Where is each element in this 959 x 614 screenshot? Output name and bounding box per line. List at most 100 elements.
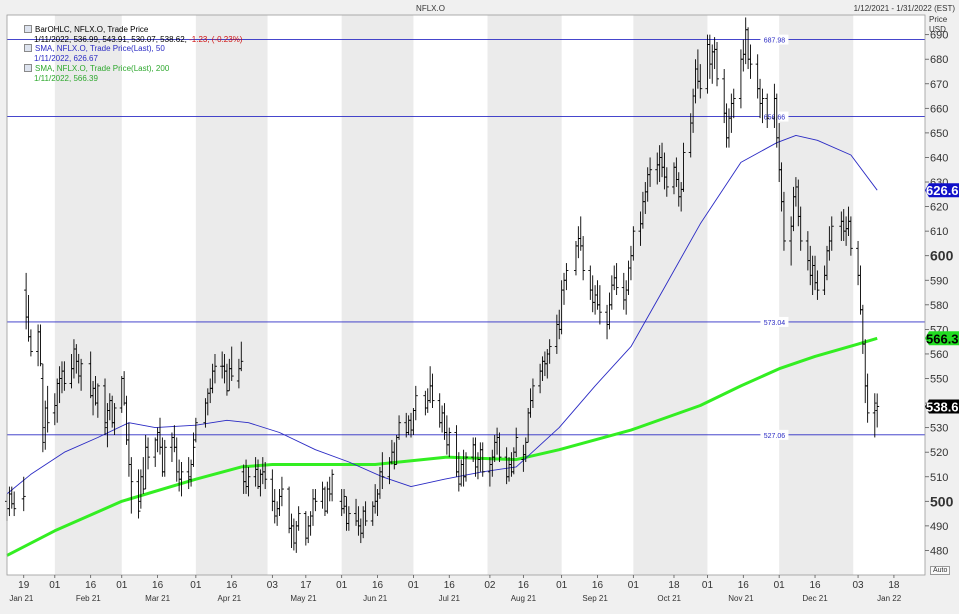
x-tick-label: 01 xyxy=(336,580,348,591)
y-tick-label: 580 xyxy=(930,300,948,312)
month-label: Jun 21 xyxy=(363,594,388,603)
y-tick-label: 680 xyxy=(930,54,948,66)
month-label: Jan 22 xyxy=(877,594,902,603)
month-label: Jul 21 xyxy=(439,594,461,603)
ohlc-bar xyxy=(179,462,184,497)
ohlc-bar xyxy=(514,427,519,458)
month-label: Nov 21 xyxy=(728,594,754,603)
y-tick-label: 620 xyxy=(930,202,948,214)
month-band xyxy=(341,15,414,575)
x-tick-label: 19 xyxy=(18,580,30,591)
y-tick-label: 480 xyxy=(930,545,948,557)
x-tick-label: 16 xyxy=(226,580,238,591)
ohlc-bar xyxy=(95,383,100,418)
legend-sma200-values-text: 1/11/2022, 566.39 xyxy=(34,74,98,83)
y-tick-label: 640 xyxy=(930,152,948,164)
y-tick-label: 490 xyxy=(930,521,948,533)
ohlc-bar xyxy=(40,363,45,453)
ohlc-bar xyxy=(865,373,870,423)
ohlc-bar xyxy=(239,341,244,372)
ohlc-bar xyxy=(631,226,636,261)
auto-scale-button[interactable]: Auto xyxy=(930,566,951,575)
axis-marker-sma50: 626.6 xyxy=(925,183,959,198)
x-tick-label: 01 xyxy=(408,580,420,591)
legend-sma200-values: 1/11/2022, 566.39 xyxy=(34,74,98,83)
ohlc-bar xyxy=(731,88,736,119)
level-label-bg xyxy=(760,34,789,45)
series-icon xyxy=(24,44,32,52)
legend-sma50-label: SMA, NFLX.O, Trade Price(Last), 50 xyxy=(35,44,165,53)
legend-sma50[interactable]: SMA, NFLX.O, Trade Price(Last), 50 xyxy=(24,44,165,53)
x-axis: 19 01 16 01 16 01 16 03 17 01 16 01 16 02 16 01 16 01 18 01… xyxy=(9,575,902,603)
series-icon xyxy=(24,25,32,33)
month-label: Feb 21 xyxy=(76,594,101,603)
x-tick-label: 01 xyxy=(628,580,640,591)
ohlc-bar xyxy=(380,452,385,490)
x-tick-label: 16 xyxy=(809,580,821,591)
plot-frame xyxy=(6,14,926,576)
month-band xyxy=(487,15,562,575)
month-bands xyxy=(54,15,854,575)
ohlc-bar xyxy=(229,346,234,381)
ohlc-bar xyxy=(875,393,880,428)
ohlc-bar xyxy=(342,489,347,514)
ohlc-bar xyxy=(28,329,33,357)
legend-sma50-values: 1/11/2022, 626.67 xyxy=(34,54,98,63)
ohlc-bar xyxy=(12,491,17,517)
ohlc-bar xyxy=(530,378,535,408)
axis-marker-last: 538.6 xyxy=(925,399,959,414)
axis-marker-sma200: 566.3 xyxy=(925,331,959,346)
ohlc-bar xyxy=(103,378,108,435)
y-tick-label: 550 xyxy=(930,374,948,386)
ohlc-bar xyxy=(38,324,43,367)
ohlc-bar xyxy=(413,385,418,421)
month-label: Jan 21 xyxy=(9,594,34,603)
y-tick-label: 520 xyxy=(930,447,948,459)
month-label: May 21 xyxy=(290,594,317,603)
x-tick-label: 01 xyxy=(774,580,786,591)
x-tick-label: 01 xyxy=(116,580,128,591)
sma200-series xyxy=(6,336,878,557)
ohlc-bar xyxy=(798,206,803,251)
ohlc-bar xyxy=(45,385,50,433)
x-tick-label: 16 xyxy=(738,580,750,591)
ohlc-bar xyxy=(765,93,770,128)
ohlc-bar xyxy=(112,403,117,435)
level-label-bg xyxy=(760,429,789,440)
x-tick-label: 16 xyxy=(85,580,97,591)
month-band xyxy=(633,15,708,575)
ohlc-bar xyxy=(614,263,619,295)
ohlc-bar xyxy=(129,457,134,514)
month-band xyxy=(195,15,268,575)
sma50-series xyxy=(6,134,878,495)
ohlc-bar xyxy=(193,417,198,443)
legend-sma200[interactable]: SMA, NFLX.O, Trade Price(Last), 200 xyxy=(24,64,169,73)
month-label: Sep 21 xyxy=(582,594,608,603)
level-label: 573.04 xyxy=(764,320,786,327)
sma50-line xyxy=(6,134,878,495)
ohlc-bar xyxy=(136,469,141,519)
x-tick-label: 01 xyxy=(556,580,568,591)
x-tick-label: 03 xyxy=(853,580,865,591)
legend-sma200-label: SMA, NFLX.O, Trade Price(Last), 200 xyxy=(35,64,170,73)
marker-box xyxy=(925,399,959,414)
legend-ohlc[interactable]: BarOHLC, NFLX.O, Trade Price xyxy=(24,25,148,34)
ohlc-bar xyxy=(62,361,67,391)
x-tick-label: 16 xyxy=(592,580,604,591)
x-tick-label: 17 xyxy=(300,580,312,591)
month-label: Dec 21 xyxy=(802,594,828,603)
ohlc-bar xyxy=(748,44,753,79)
ohlc-bar xyxy=(79,358,84,391)
ohlc-bar xyxy=(21,476,26,512)
ohlc-bar xyxy=(581,236,586,281)
y-tick-label: 600 xyxy=(930,248,954,264)
ohlc-bar xyxy=(648,157,653,187)
ohlc-bar xyxy=(760,88,765,124)
ohlc-bar xyxy=(848,216,853,256)
x-tick-label: 16 xyxy=(518,580,530,591)
ohlc-bar xyxy=(480,442,485,477)
legend-ohlc-change: -1.23, (-0.23%) xyxy=(189,35,243,44)
ohlc-bar xyxy=(715,42,720,87)
ohlc-bar xyxy=(447,427,452,458)
